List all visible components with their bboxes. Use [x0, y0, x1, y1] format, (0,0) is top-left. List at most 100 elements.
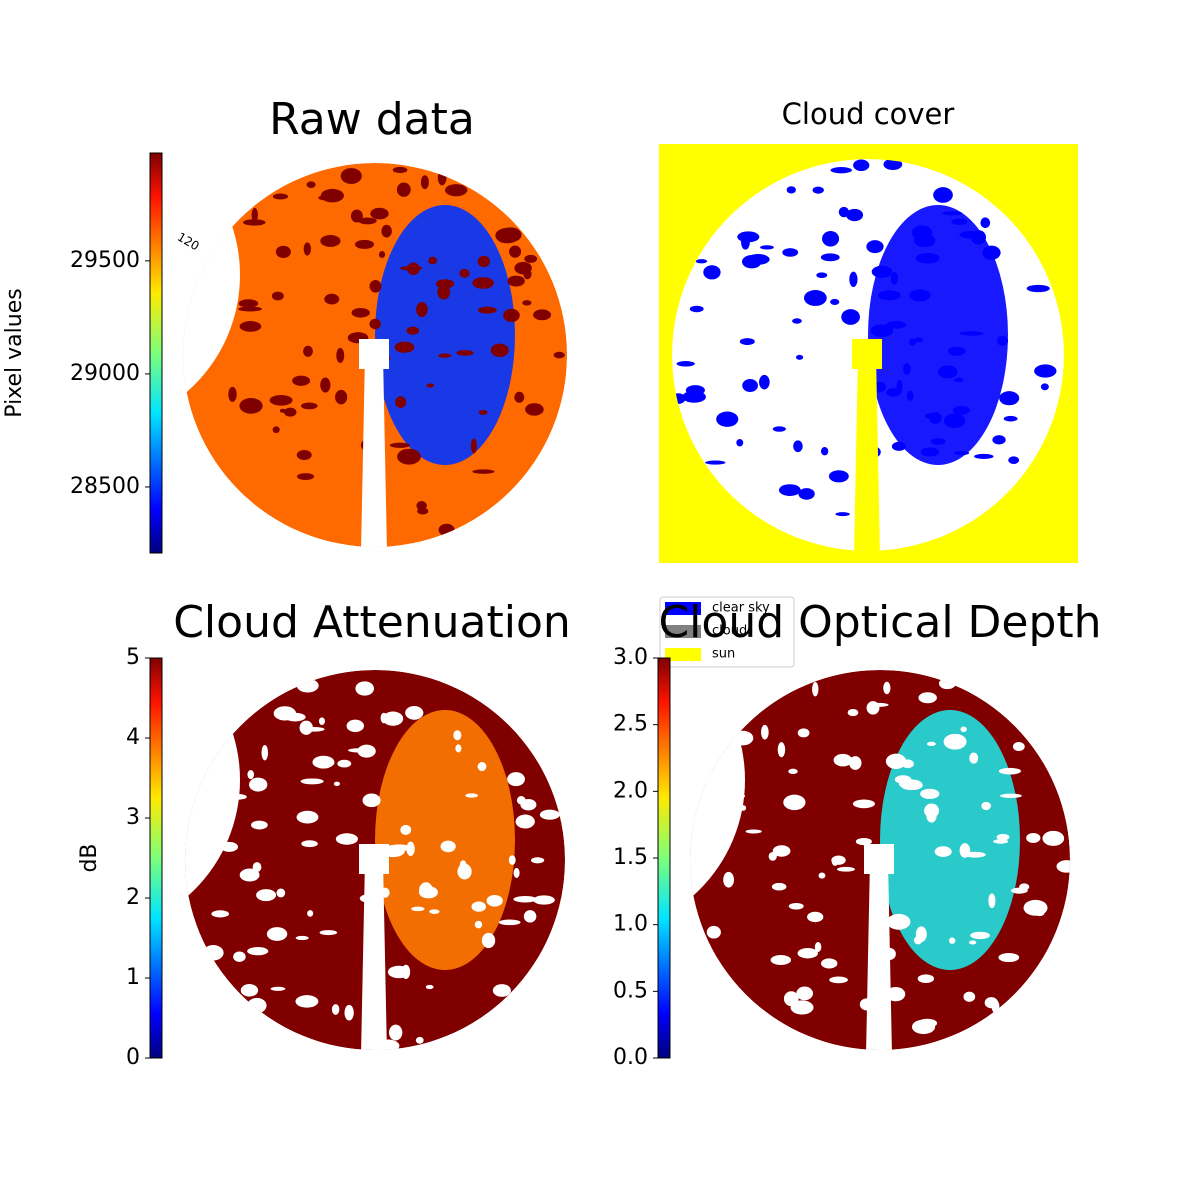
- image-blob: [247, 947, 269, 956]
- image-blob: [1026, 832, 1041, 843]
- image-blob: [301, 840, 318, 848]
- image-blob: [792, 318, 802, 324]
- image-blob: [416, 301, 428, 317]
- image-blob: [849, 271, 858, 288]
- image-blob: [1042, 830, 1065, 846]
- image-blob: [420, 175, 429, 190]
- image-blob: [915, 252, 940, 264]
- image-blob: [770, 955, 792, 965]
- image-blob: [370, 207, 389, 220]
- colorbar-tick-label: 1.5: [613, 845, 648, 870]
- image-blob: [395, 396, 407, 408]
- image-blob: [453, 730, 462, 741]
- image-blob: [344, 1004, 354, 1021]
- image-blob: [980, 217, 991, 229]
- image-blob: [303, 345, 313, 357]
- image-blob: [959, 331, 984, 336]
- image-blob: [270, 986, 286, 991]
- image-blob: [952, 405, 970, 415]
- image-blob: [472, 277, 494, 289]
- image-blob: [974, 453, 994, 459]
- image-blob: [903, 363, 911, 375]
- image-blob: [830, 167, 852, 174]
- image-blob: [920, 447, 940, 457]
- colorbar-tick-label: 29500: [70, 248, 140, 273]
- legend-label: sun: [712, 647, 735, 662]
- image-blob: [991, 999, 1000, 1014]
- image-blob: [465, 793, 479, 798]
- image-blob: [772, 845, 791, 857]
- image-blob: [796, 354, 804, 360]
- image-blob: [798, 488, 815, 500]
- image-blob: [930, 438, 946, 445]
- image-blob: [389, 442, 411, 448]
- image-blob: [478, 409, 488, 415]
- panel: Cloud Optical Depth 0.0 0.5 1.0 1.5 2.0 2.5 3.0: [613, 597, 1102, 1070]
- image-blob: [400, 824, 412, 835]
- image-blob: [520, 798, 537, 811]
- image-blob: [771, 882, 787, 891]
- image-blob: [455, 744, 462, 753]
- image-blob: [303, 242, 311, 256]
- image-blob: [853, 159, 870, 171]
- image-blob: [788, 902, 804, 910]
- image-blob: [405, 705, 424, 720]
- image: [185, 670, 565, 1050]
- image-blob: [849, 756, 862, 770]
- image-blob: [523, 910, 537, 923]
- image-blob: [997, 335, 1009, 346]
- colorbar-tick-label: 2.0: [613, 778, 648, 803]
- image-blob: [934, 846, 952, 857]
- image-blob: [741, 255, 762, 269]
- image-blob: [269, 394, 293, 406]
- image-blob: [924, 803, 940, 818]
- image-blob: [252, 862, 262, 873]
- image-blob: [741, 234, 750, 250]
- image-blob: [831, 856, 839, 866]
- image-blob: [515, 814, 535, 829]
- image-blob: [1034, 909, 1045, 917]
- panel-title: Cloud cover: [782, 97, 955, 131]
- colorbar-tick-label: 0.0: [613, 1045, 648, 1070]
- colorbar-tick-label: 3.0: [613, 645, 648, 670]
- image-blob: [397, 448, 421, 465]
- image-blob: [793, 440, 803, 453]
- image-blob: [736, 438, 744, 447]
- image-blob: [503, 308, 520, 323]
- image-blob: [917, 974, 935, 984]
- image-blob: [472, 469, 495, 474]
- image-blob: [818, 872, 826, 879]
- image-blob: [492, 984, 511, 997]
- image-blob: [960, 726, 967, 733]
- image-blob: [509, 245, 522, 258]
- image-blob: [883, 681, 891, 695]
- image-blob: [788, 768, 798, 775]
- image-blob: [745, 829, 762, 834]
- image-blob: [1034, 364, 1057, 378]
- image-blob: [739, 338, 755, 346]
- image-blob: [396, 182, 411, 197]
- image-blob: [336, 347, 345, 363]
- panel-title: Cloud Optical Depth: [658, 597, 1101, 648]
- image-blob: [337, 759, 352, 768]
- image-blob: [943, 733, 967, 750]
- image-blob: [783, 794, 806, 811]
- image-blob: [820, 253, 840, 262]
- image-blob: [682, 390, 706, 403]
- image-blob: [438, 353, 452, 358]
- image-blob: [954, 450, 970, 456]
- image-blob: [300, 778, 324, 785]
- image: [690, 670, 1070, 1050]
- image-blob: [837, 866, 855, 872]
- image-blob: [486, 894, 503, 907]
- legend-swatch: [665, 625, 701, 638]
- mast: [866, 860, 892, 1050]
- image-blob: [426, 383, 435, 388]
- image-blob: [324, 293, 340, 305]
- image-blob: [777, 742, 786, 758]
- image-blob: [929, 412, 942, 424]
- image-blob: [982, 245, 1001, 260]
- image-blob: [495, 227, 520, 244]
- image-blob: [319, 930, 338, 936]
